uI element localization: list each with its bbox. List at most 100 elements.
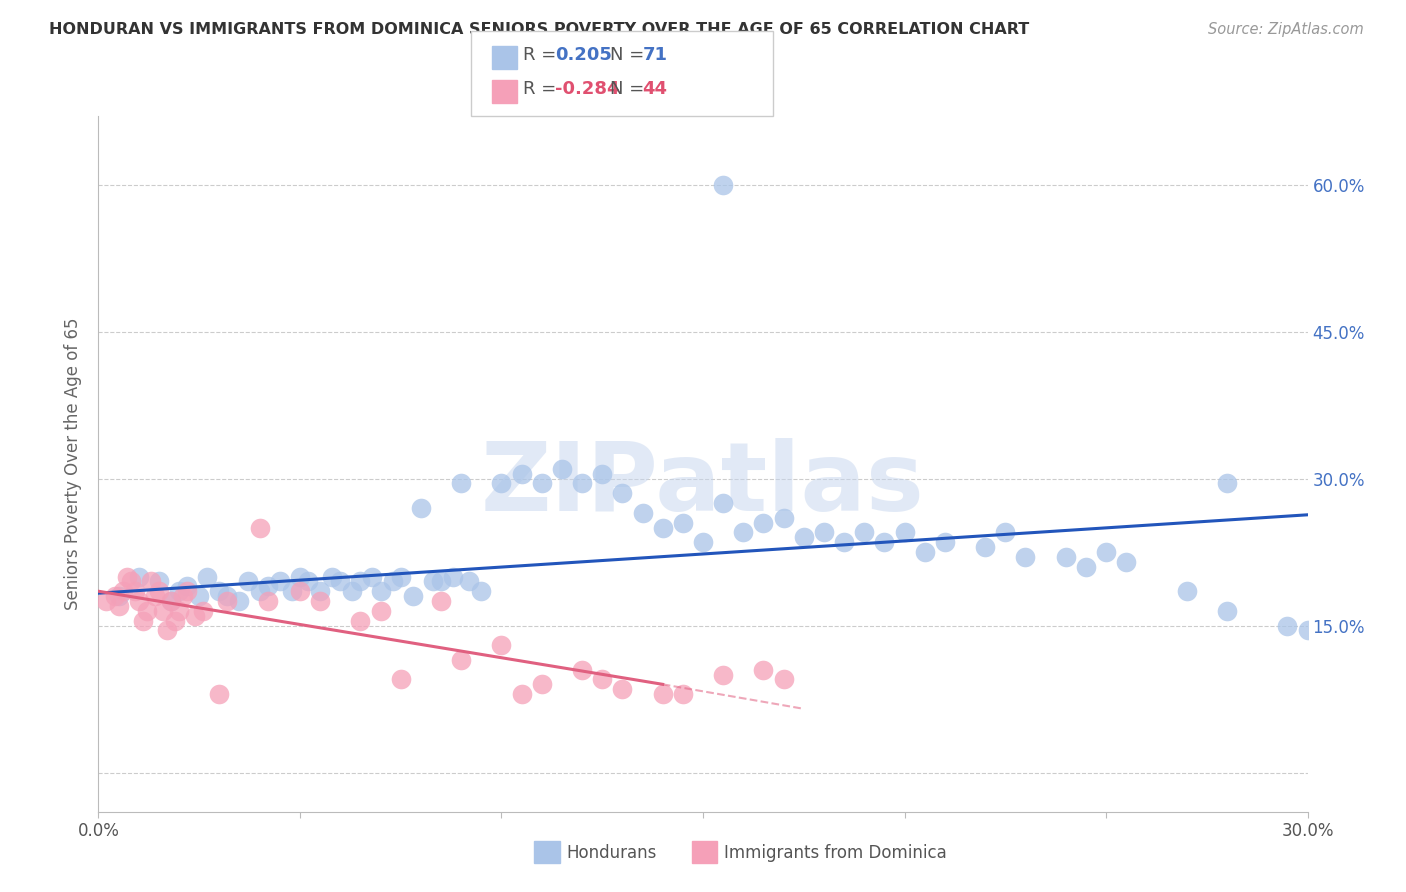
Point <box>1296 624 1319 638</box>
Point <box>381 574 404 589</box>
Point <box>441 569 464 583</box>
Point <box>249 520 271 534</box>
Point <box>631 506 654 520</box>
Point <box>422 574 444 589</box>
Point <box>591 673 613 687</box>
Point <box>1277 618 1299 632</box>
Point <box>256 594 278 608</box>
Point <box>1095 545 1118 559</box>
Point <box>217 594 239 608</box>
Point <box>135 604 157 618</box>
Point <box>752 516 775 530</box>
Point <box>107 589 129 603</box>
Point <box>430 574 453 589</box>
Point <box>672 516 695 530</box>
Point <box>672 687 695 701</box>
Point <box>458 574 481 589</box>
Text: 0.205: 0.205 <box>555 46 612 64</box>
Point <box>994 525 1017 540</box>
Point <box>491 638 513 652</box>
Text: 71: 71 <box>643 46 668 64</box>
Point <box>139 574 162 589</box>
Point <box>370 584 392 599</box>
Point <box>772 673 794 687</box>
Point <box>96 594 118 608</box>
Point <box>288 584 311 599</box>
Point <box>1074 559 1097 574</box>
Point <box>128 594 150 608</box>
Point <box>1216 604 1239 618</box>
Point <box>1054 549 1077 564</box>
Point <box>813 525 835 540</box>
Point <box>309 584 332 599</box>
Point <box>450 476 472 491</box>
Point <box>176 579 198 593</box>
Point <box>184 608 207 623</box>
Point <box>450 653 472 667</box>
Point <box>297 574 319 589</box>
Point <box>612 486 634 500</box>
Point <box>1216 476 1239 491</box>
Point <box>115 569 138 583</box>
Point <box>217 589 239 603</box>
Point <box>571 663 593 677</box>
Point <box>711 496 734 510</box>
Point <box>167 584 190 599</box>
Point <box>873 535 896 549</box>
Point <box>651 520 673 534</box>
Point <box>349 574 371 589</box>
Point <box>370 604 392 618</box>
Point <box>974 540 997 554</box>
Point <box>1115 555 1137 569</box>
Point <box>409 500 432 515</box>
Point <box>1175 584 1198 599</box>
Point <box>651 687 673 701</box>
Point <box>591 467 613 481</box>
Point <box>288 569 311 583</box>
Point <box>148 574 170 589</box>
Point <box>269 574 291 589</box>
Point <box>491 476 513 491</box>
Point <box>208 584 231 599</box>
Point <box>256 579 278 593</box>
Text: -0.284: -0.284 <box>555 80 620 98</box>
Point <box>893 525 915 540</box>
Point <box>510 687 533 701</box>
Point <box>752 663 775 677</box>
Point <box>309 594 332 608</box>
Point <box>128 569 150 583</box>
Point <box>188 589 211 603</box>
Text: ZIPatlas: ZIPatlas <box>481 438 925 532</box>
Point <box>571 476 593 491</box>
Text: 44: 44 <box>643 80 668 98</box>
Point <box>1014 549 1036 564</box>
Point <box>228 594 250 608</box>
Point <box>349 614 371 628</box>
Point <box>124 584 146 599</box>
Point <box>832 535 855 549</box>
Point <box>733 525 755 540</box>
Point <box>152 604 174 618</box>
Point <box>156 624 179 638</box>
Text: Source: ZipAtlas.com: Source: ZipAtlas.com <box>1208 22 1364 37</box>
Point <box>111 584 134 599</box>
Point <box>193 604 215 618</box>
Text: Hondurans: Hondurans <box>567 844 657 862</box>
Point <box>530 476 553 491</box>
Point <box>132 614 155 628</box>
Point <box>281 584 304 599</box>
Point <box>470 584 492 599</box>
Point <box>249 584 271 599</box>
Point <box>772 510 794 524</box>
Point <box>551 461 574 475</box>
Text: R =: R = <box>523 46 562 64</box>
Point <box>167 604 190 618</box>
Point <box>342 584 364 599</box>
Point <box>163 614 186 628</box>
Point <box>160 594 183 608</box>
Point <box>389 569 412 583</box>
Point <box>692 535 714 549</box>
Point <box>934 535 956 549</box>
Point <box>160 594 183 608</box>
Point <box>510 467 533 481</box>
